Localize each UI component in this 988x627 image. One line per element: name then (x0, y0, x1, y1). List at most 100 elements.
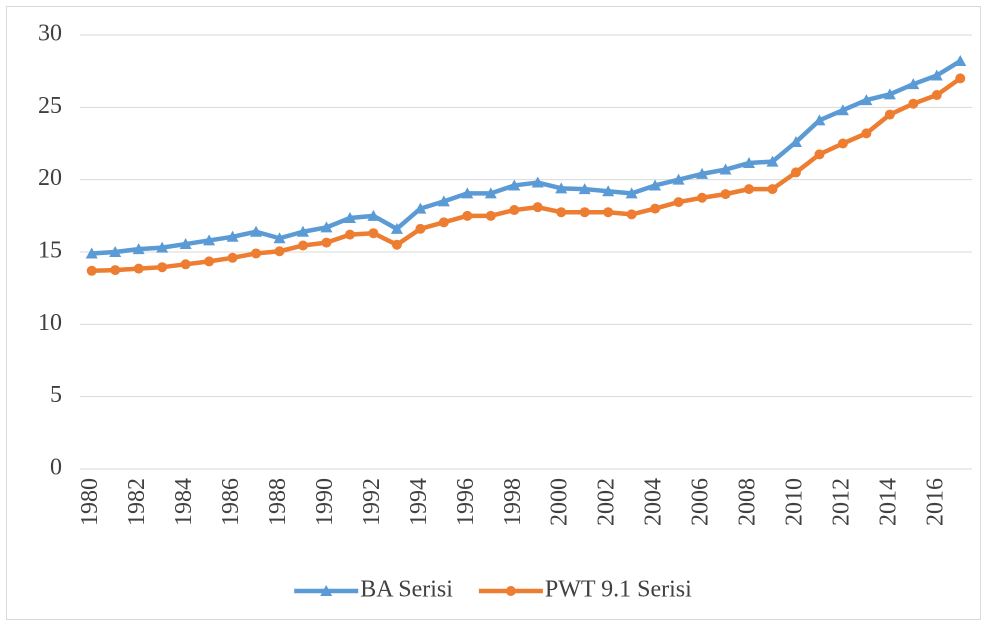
marker (180, 259, 191, 270)
marker (344, 229, 355, 240)
marker (649, 179, 662, 191)
x-tick-label: 1990 (312, 478, 338, 526)
marker (204, 256, 215, 267)
marker (719, 163, 732, 175)
y-tick-label: 30 (38, 21, 62, 47)
marker (931, 90, 942, 101)
marker (298, 240, 308, 251)
x-tick-label: 1992 (359, 478, 385, 526)
marker (86, 265, 97, 276)
chart-frame (6, 6, 981, 620)
marker (602, 185, 615, 197)
x-tick-label: 2016 (922, 478, 948, 526)
marker (930, 69, 943, 81)
x-tick-label: 2004 (641, 478, 667, 526)
marker (462, 210, 473, 221)
marker (226, 230, 239, 242)
x-tick-label: 2000 (547, 478, 573, 526)
y-tick-label: 10 (38, 310, 62, 336)
marker (157, 262, 168, 273)
marker (509, 205, 520, 216)
marker (955, 73, 966, 84)
x-tick-label: 2006 (688, 478, 714, 526)
marker (907, 78, 920, 90)
marker (297, 225, 309, 237)
marker (814, 149, 825, 160)
marker (767, 184, 778, 195)
legend-label: PWT 9.1 Serisi (545, 577, 692, 603)
marker (367, 209, 380, 221)
marker (368, 228, 379, 239)
x-tick-label: 1982 (124, 478, 150, 526)
marker (343, 212, 356, 224)
marker (625, 187, 638, 199)
marker (556, 207, 567, 218)
marker (766, 155, 779, 167)
marker (274, 246, 285, 257)
marker (697, 192, 708, 203)
marker (673, 197, 684, 208)
marker (133, 263, 144, 274)
marker (156, 241, 169, 253)
marker (414, 202, 427, 214)
marker (860, 94, 873, 106)
marker (603, 207, 614, 218)
marker (789, 136, 802, 148)
x-tick-label: 1988 (265, 478, 291, 526)
marker (251, 248, 262, 259)
y-tick-label: 20 (38, 165, 62, 191)
marker (626, 209, 637, 220)
marker (813, 114, 826, 126)
marker (415, 223, 426, 234)
marker (508, 179, 521, 191)
marker (179, 238, 192, 250)
marker (485, 210, 496, 221)
marker (954, 55, 967, 67)
marker (109, 246, 122, 257)
marker (884, 109, 895, 120)
x-tick-label: 2002 (594, 478, 620, 526)
marker (320, 221, 333, 233)
marker (437, 195, 450, 207)
legend-marker (320, 585, 333, 596)
marker (672, 173, 685, 185)
legend-marker (505, 586, 516, 596)
marker (438, 217, 449, 228)
marker (696, 167, 709, 179)
marker (555, 182, 568, 194)
marker (85, 247, 98, 259)
marker (743, 157, 755, 169)
marker (110, 265, 121, 276)
y-tick-label: 5 (50, 382, 62, 408)
marker (390, 222, 403, 234)
marker (790, 167, 801, 178)
marker (227, 252, 238, 263)
x-tick-label: 1996 (453, 478, 479, 526)
legend-item: BA Serisi (294, 577, 453, 603)
legend-item: PWT 9.1 Serisi (478, 577, 692, 603)
x-tick-label: 1998 (500, 478, 526, 526)
x-tick-label: 2014 (875, 478, 901, 526)
marker (883, 88, 896, 100)
marker (250, 225, 263, 237)
marker (650, 203, 661, 214)
marker (273, 232, 286, 244)
marker (532, 202, 543, 213)
y-tick-label: 25 (38, 93, 62, 119)
marker (861, 128, 872, 139)
marker (321, 237, 332, 248)
marker (132, 243, 145, 255)
marker (391, 239, 402, 250)
marker (531, 176, 544, 188)
x-tick-label: 2012 (828, 478, 854, 526)
x-tick-label: 2010 (781, 478, 807, 526)
y-tick-label: 15 (38, 238, 62, 264)
x-tick-label: 1994 (406, 478, 432, 526)
marker (720, 189, 731, 200)
marker (461, 187, 474, 199)
x-tick-label: 1984 (171, 478, 197, 526)
marker (578, 183, 591, 195)
marker (484, 187, 497, 199)
marker (579, 207, 590, 218)
